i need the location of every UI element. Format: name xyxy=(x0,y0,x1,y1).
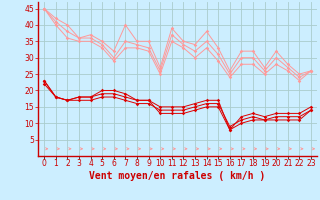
X-axis label: Vent moyen/en rafales ( km/h ): Vent moyen/en rafales ( km/h ) xyxy=(90,171,266,181)
